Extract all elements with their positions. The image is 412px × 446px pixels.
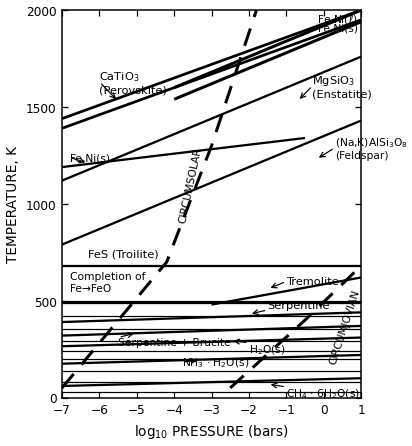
Text: CaTiO$_3$
(Perovskite): CaTiO$_3$ (Perovskite) [99, 70, 167, 95]
Text: NH$_3$ · H$_2$O(s): NH$_3$ · H$_2$O(s) [182, 355, 249, 369]
Text: Tremolite: Tremolite [286, 277, 339, 287]
Text: Fe,Ni($\ell$): Fe,Ni($\ell$) [317, 13, 358, 26]
Text: CH$_4$ · 6H$_2$O(s): CH$_4$ · 6H$_2$O(s) [286, 387, 360, 401]
Text: Fe,Ni(s): Fe,Ni(s) [318, 24, 358, 33]
X-axis label: log$_{10}$ PRESSURE (bars): log$_{10}$ PRESSURE (bars) [134, 422, 289, 440]
Text: CIRCUMJOVIAN: CIRCUMJOVIAN [328, 288, 361, 365]
Text: CIRCUMSOLAR: CIRCUMSOLAR [178, 146, 204, 224]
Text: Serpentine: Serpentine [268, 300, 330, 310]
Y-axis label: TEMPERATURE, K: TEMPERATURE, K [6, 146, 20, 263]
Text: Completion of
Fe→FeO: Completion of Fe→FeO [70, 272, 145, 293]
Text: H$_2$O(s): H$_2$O(s) [249, 343, 286, 356]
Text: FeS (Troilite): FeS (Troilite) [88, 249, 159, 260]
Text: MgSiO$_3$
(Enstatite): MgSiO$_3$ (Enstatite) [312, 74, 372, 99]
Text: (Na,K)AlSi$_3$O$_8$
(Feldspar): (Na,K)AlSi$_3$O$_8$ (Feldspar) [335, 136, 408, 161]
Text: Fe,Ni(s): Fe,Ni(s) [70, 153, 110, 163]
Text: Serpentine + Brucite: Serpentine + Brucite [118, 338, 231, 348]
